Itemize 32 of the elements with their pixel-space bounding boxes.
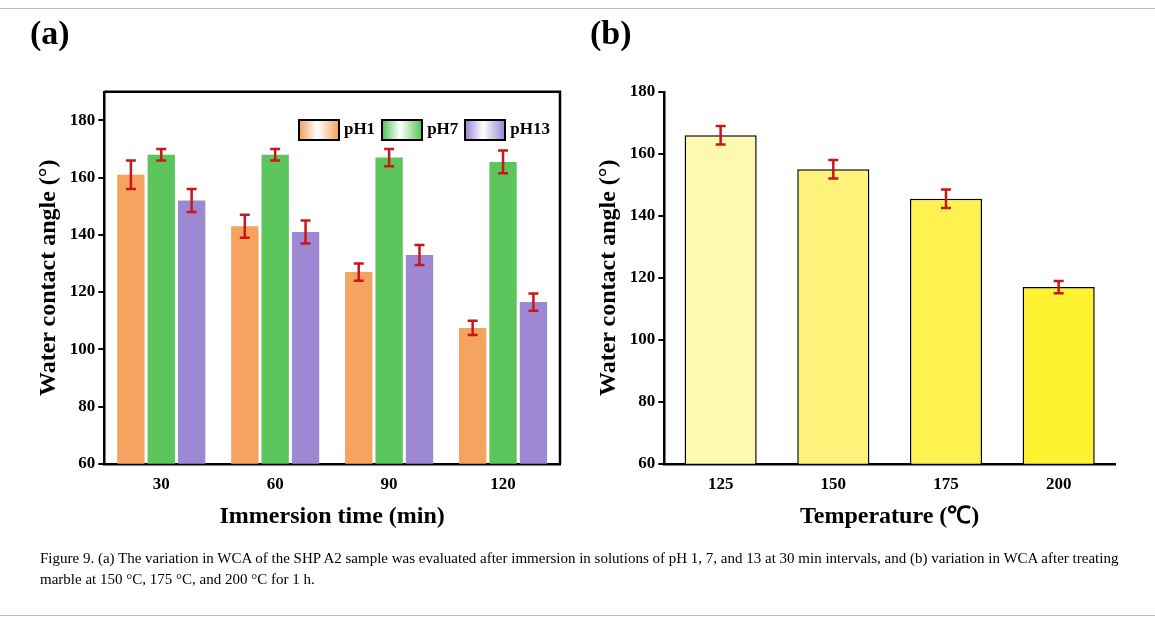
y-tick-label: 80 [78, 395, 96, 415]
y-tick-label: 180 [629, 81, 656, 101]
x-tick-label: 175 [933, 474, 959, 494]
x-tick-label: 30 [152, 474, 170, 494]
y-tick-label: 160 [69, 167, 96, 187]
legend-label: pH7 [426, 119, 459, 140]
x-axis-title: Immersion time (min) [219, 501, 445, 528]
x-tick-label: 200 [1045, 474, 1072, 494]
y-tick-label: 120 [69, 281, 96, 301]
x-tick-label: 150 [820, 474, 847, 494]
y-tick-label: 180 [69, 109, 96, 129]
x-tick-label: 125 [707, 474, 734, 494]
x-tick-label: 60 [266, 474, 284, 494]
x-tick-label: 90 [380, 474, 398, 494]
y-axis-title: Water contact angle (°) [33, 159, 60, 397]
y-tick-label: 60 [638, 453, 656, 473]
y-tick-label: 120 [629, 267, 656, 287]
x-tick-label: 120 [490, 474, 516, 494]
y-tick-label: 140 [629, 205, 656, 225]
chart-title: (b) [590, 14, 632, 53]
y-tick-label: 60 [78, 453, 96, 473]
y-tick-label: 140 [69, 224, 96, 244]
y-tick-label: 80 [638, 391, 656, 411]
y-tick-label: 160 [629, 143, 656, 163]
y-tick-label: 100 [629, 329, 656, 349]
legend-label: pH1 [342, 119, 376, 140]
y-tick-label: 100 [69, 338, 96, 358]
caption: Figure 9. (a) The variation in WCA of the SHP A2 sample was evaluated after immersion in solutions of pH 1, 7, and 13 at 30 min intervals, and (b) variation in WCA after treating marble at 150 °C, 175 °C, and 200 °C for 1 h. [40, 549, 1120, 589]
x-axis-title: Temperature (℃) [800, 501, 980, 528]
legend-label: pH13 [509, 119, 550, 140]
y-axis-title: Water contact angle (°) [593, 159, 620, 397]
chart-title: (a) [30, 14, 70, 53]
